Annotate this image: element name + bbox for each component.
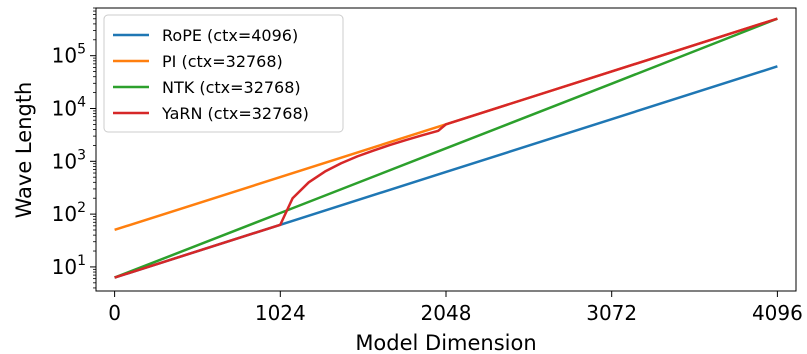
x-tick-label-3: 3072 — [586, 301, 637, 325]
series-lines — [114, 17, 778, 279]
y-tick-label-3: 104 — [52, 94, 86, 120]
legend: RoPE (ctx=4096) PI (ctx=32768) NTK (ctx=32… — [103, 14, 344, 133]
x-tick-label-1: 1024 — [255, 301, 306, 325]
series-line-2 — [114, 17, 778, 279]
legend-label-3: YaRN (ctx=32768) — [161, 104, 309, 123]
y-tick-label-1: 102 — [52, 200, 86, 226]
x-axis-label: Model Dimension — [355, 331, 536, 354]
legend-label-1: PI (ctx=32768) — [162, 52, 283, 71]
y-axis-ticks: 101 102 103 104 105 — [52, 7, 96, 289]
y-tick-label-4: 105 — [52, 42, 86, 68]
x-axis-ticks: 0 1024 2048 3072 4096 — [108, 291, 803, 325]
series-line-3 — [114, 17, 778, 279]
y-tick-label-2: 103 — [52, 147, 86, 173]
legend-box — [103, 14, 344, 133]
legend-label-2: NTK (ctx=32768) — [162, 78, 301, 97]
x-tick-label-4: 4096 — [752, 301, 803, 325]
x-tick-label-0: 0 — [108, 301, 121, 325]
y-tick-label-0: 101 — [52, 253, 86, 279]
y-axis-label: Wave Length — [12, 82, 36, 219]
x-tick-label-2: 2048 — [421, 301, 472, 325]
legend-label-0: RoPE (ctx=4096) — [162, 26, 298, 45]
